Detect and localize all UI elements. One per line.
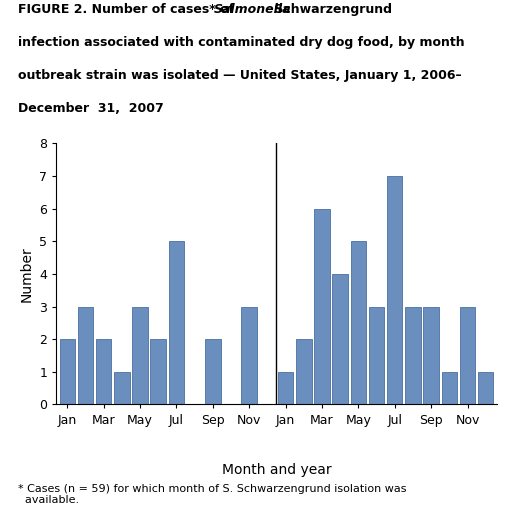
Bar [242,307,257,404]
Text: infection associated with contaminated dry dog food, by month: infection associated with contaminated d… [18,36,464,49]
Text: Salmonella: Salmonella [214,3,291,15]
Text: outbreak strain was isolated — United States, January 1, 2006–: outbreak strain was isolated — United St… [18,69,461,82]
Bar [59,339,75,404]
Bar [278,372,293,404]
Bar [387,176,402,404]
Bar [369,307,385,404]
Bar [460,307,475,404]
Bar [168,241,184,404]
Bar [478,372,494,404]
Text: * Cases (n = 59) for which month of S. Schwarzengrund isolation was
  available.: * Cases (n = 59) for which month of S. S… [18,484,407,505]
Bar [151,339,166,404]
Bar [405,307,421,404]
Bar [314,209,330,404]
Text: FIGURE 2. Number of cases* of ​: FIGURE 2. Number of cases* of ​ [0,511,1,512]
Bar [441,372,457,404]
Bar [96,339,112,404]
Bar [114,372,130,404]
Bar [423,307,439,404]
Text: Schwarzengrund: Schwarzengrund [270,3,392,15]
Text: December  31,  2007: December 31, 2007 [18,102,164,115]
Bar [296,339,311,404]
Text: Month and year: Month and year [222,463,331,477]
Bar [78,307,93,404]
Bar [132,307,148,404]
Bar [332,274,348,404]
Y-axis label: Number: Number [20,246,34,302]
Bar [205,339,221,404]
Text: FIGURE 2. Number of cases* of: FIGURE 2. Number of cases* of [18,3,239,15]
Bar [351,241,366,404]
